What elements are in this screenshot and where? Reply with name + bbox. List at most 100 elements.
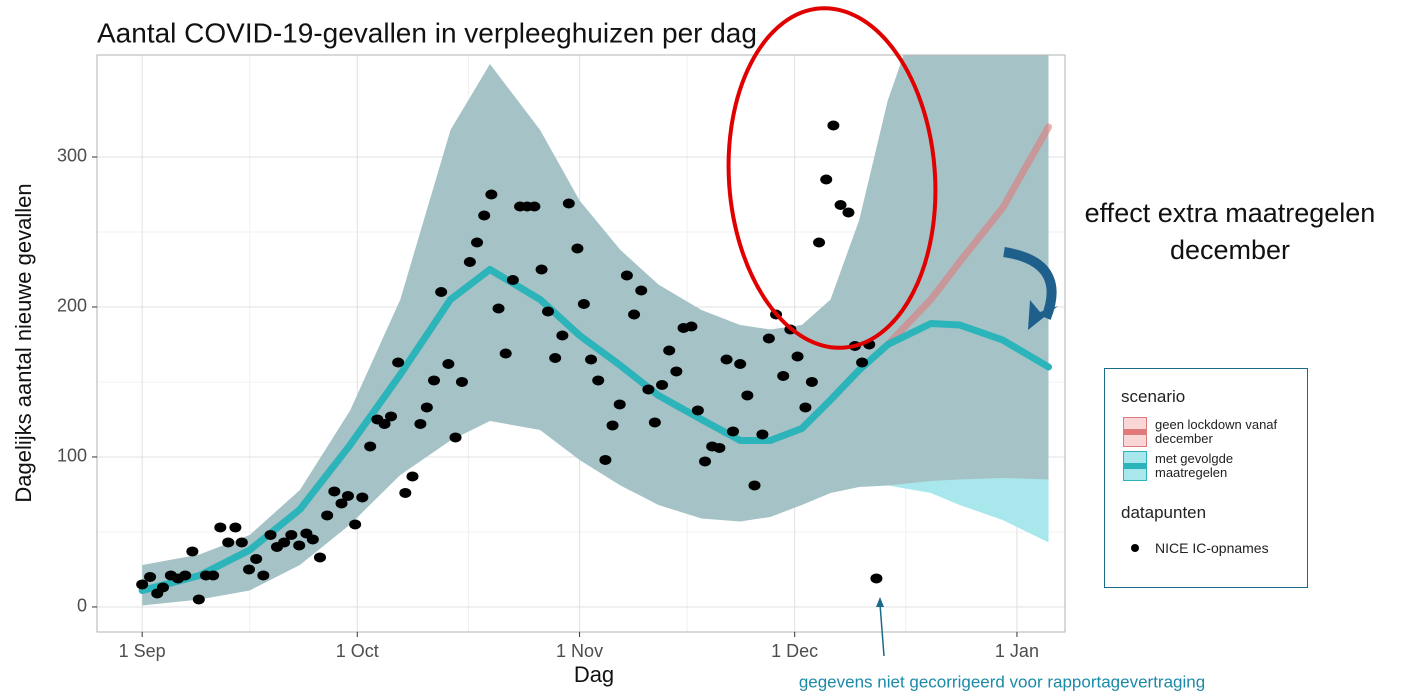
data-point bbox=[186, 546, 199, 557]
data-point bbox=[250, 553, 263, 564]
plot-border bbox=[96, 54, 1066, 633]
data-point bbox=[685, 321, 698, 332]
data-point bbox=[306, 534, 319, 545]
data-point bbox=[628, 309, 641, 320]
data-point bbox=[670, 366, 683, 377]
data-point bbox=[805, 376, 818, 387]
legend-swatch bbox=[1123, 417, 1147, 447]
data-point bbox=[827, 120, 840, 131]
data-point bbox=[179, 570, 192, 581]
data-point bbox=[691, 405, 704, 416]
data-point bbox=[341, 490, 354, 501]
data-point bbox=[820, 174, 833, 185]
data-point bbox=[428, 375, 441, 386]
x-tick-label: 1 Dec bbox=[771, 641, 818, 661]
x-tick-label: 1 Oct bbox=[336, 641, 379, 661]
data-point bbox=[349, 519, 362, 530]
y-tick-label: 300 bbox=[57, 146, 87, 166]
curved-arrow bbox=[1003, 247, 1057, 320]
data-point bbox=[713, 442, 726, 453]
data-point bbox=[485, 189, 498, 200]
data-point bbox=[257, 570, 270, 581]
data-point bbox=[663, 345, 676, 356]
data-point bbox=[834, 199, 847, 210]
confidence-band bbox=[142, 55, 1049, 606]
data-point bbox=[478, 210, 491, 221]
data-point bbox=[144, 571, 157, 582]
data-point bbox=[392, 357, 405, 368]
data-point bbox=[229, 522, 242, 533]
legend-entry: met gevolgde maatregelen bbox=[1123, 451, 1297, 481]
y-tick-label: 100 bbox=[57, 446, 87, 466]
data-point bbox=[356, 492, 369, 503]
data-point bbox=[442, 358, 455, 369]
data-point bbox=[492, 303, 505, 314]
data-point bbox=[406, 471, 419, 482]
chart-title: Aantal COVID-19-gevallen in verpleeghuiz… bbox=[97, 17, 757, 48]
data-point bbox=[278, 537, 291, 548]
data-point bbox=[842, 207, 855, 218]
data-point bbox=[648, 417, 661, 428]
arrow-head bbox=[1028, 300, 1058, 330]
data-point bbox=[613, 399, 626, 410]
data-point bbox=[562, 198, 575, 209]
data-point bbox=[207, 570, 220, 581]
data-point bbox=[506, 274, 519, 285]
data-point bbox=[599, 454, 612, 465]
legend-label: geen lockdown vanaf december bbox=[1155, 417, 1278, 446]
data-point bbox=[556, 330, 569, 341]
data-point bbox=[856, 357, 869, 368]
series-line bbox=[138, 265, 1053, 594]
data-point bbox=[435, 286, 448, 297]
data-point bbox=[399, 487, 412, 498]
data-point bbox=[136, 579, 149, 590]
legend-label: met gevolgde maatregelen bbox=[1155, 451, 1234, 480]
data-point bbox=[577, 298, 590, 309]
data-point bbox=[328, 486, 341, 497]
annotation: effect extra maatregelen bbox=[1085, 198, 1376, 228]
data-point bbox=[727, 426, 740, 437]
data-point bbox=[192, 594, 205, 605]
legend: scenario geen lockdown vanaf december met… bbox=[1104, 368, 1308, 588]
x-tick-label: 1 Nov bbox=[556, 641, 603, 661]
pointer-arrow bbox=[879, 603, 885, 657]
data-point bbox=[720, 354, 733, 365]
data-point bbox=[471, 237, 484, 248]
data-point bbox=[528, 201, 541, 212]
arrow-head bbox=[876, 597, 884, 607]
data-point bbox=[321, 510, 334, 521]
data-point bbox=[870, 573, 883, 584]
data-point bbox=[414, 418, 427, 429]
data-point bbox=[741, 390, 754, 401]
x-tick-label: 1 Jan bbox=[995, 641, 1039, 661]
legend-entries: geen lockdown vanaf december met gevolgde… bbox=[1115, 417, 1297, 481]
data-point bbox=[813, 237, 826, 248]
data-point bbox=[364, 441, 377, 452]
data-point bbox=[620, 270, 633, 281]
data-point bbox=[571, 243, 584, 254]
data-point bbox=[699, 456, 712, 467]
legend-title: scenario bbox=[1121, 387, 1186, 406]
data-point bbox=[549, 352, 562, 363]
data-point bbox=[542, 306, 555, 317]
legend-title: datapunten bbox=[1121, 503, 1207, 522]
data-point bbox=[449, 432, 462, 443]
data-point bbox=[285, 529, 298, 540]
data-point bbox=[535, 264, 548, 275]
data-point bbox=[378, 418, 391, 429]
data-point bbox=[335, 498, 348, 509]
data-point bbox=[222, 537, 235, 548]
data-point bbox=[756, 429, 769, 440]
legend-entry: geen lockdown vanaf december bbox=[1123, 417, 1297, 447]
data-point bbox=[235, 537, 248, 548]
legend-entry: NICE IC-opnames bbox=[1123, 533, 1297, 563]
data-point bbox=[420, 402, 433, 413]
data-point bbox=[656, 379, 669, 390]
legend-swatch bbox=[1123, 451, 1147, 481]
data-point bbox=[293, 540, 306, 551]
legend-swatch bbox=[1123, 533, 1147, 563]
data-point bbox=[264, 529, 277, 540]
data-point bbox=[791, 351, 804, 362]
